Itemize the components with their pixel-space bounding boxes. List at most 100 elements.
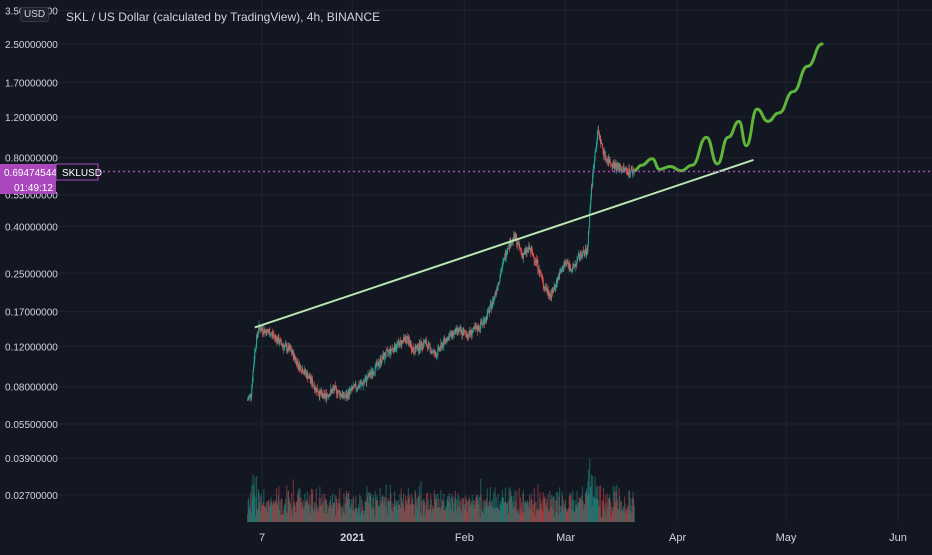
candle-body [314,389,316,391]
volume-bar [347,493,349,522]
volume-bar [453,503,455,522]
candle-body [474,326,476,329]
volume-bar [325,499,327,522]
volume-bar [251,484,253,522]
candle-body [325,392,327,396]
volume-bar [292,479,294,522]
y-tick-label: 0.40000000 [5,222,58,233]
volume-bar [491,507,493,522]
candle-body [250,396,252,397]
volume-bar [484,507,486,522]
volume-bar [524,500,526,522]
candle-body [456,327,458,332]
candle-body [323,393,325,395]
candle-body [453,331,455,335]
volume-bar [464,504,466,522]
y-axis[interactable]: 3.500000002.500000001.700000001.20000000… [5,7,58,502]
candle-body [608,158,610,164]
candle-body [584,252,586,254]
currency-badge[interactable]: USD [20,7,50,22]
candle-body [278,343,280,345]
volume-bar [428,510,430,522]
candle-body [319,389,321,393]
candle-body [425,341,427,346]
candle-body [600,143,602,145]
candle-body [289,347,291,350]
candle-body [577,255,579,258]
candle-body [351,386,353,389]
candle-body [478,328,480,331]
volume-bar [389,501,391,522]
volume-bar [336,502,338,522]
candle-body [316,388,318,393]
candle-body [606,158,607,160]
candle-body [396,343,398,349]
volume-bar [480,478,482,522]
volume-bar [619,501,621,522]
volume-bar [276,502,278,522]
candle-body [399,340,401,348]
candle-body [406,336,408,338]
volume-bar [474,504,476,522]
x-tick-label: 2021 [340,532,364,544]
candle-body [291,352,293,354]
candle-body [312,379,314,386]
volume-bar [579,498,581,522]
volume-bar [593,497,596,522]
candle-body [483,319,485,325]
candle-body [543,286,545,289]
volume-bar [425,493,428,522]
volume-bar [590,486,592,522]
volume-bar [376,495,378,522]
volume-bar [522,493,524,522]
candle-body [607,158,609,162]
volume-bar [394,499,396,522]
volume-bar [606,493,608,522]
candle-body [324,394,326,398]
volume-bar [392,512,394,522]
candle-body [327,395,329,397]
projection-path[interactable] [632,42,824,173]
volume-bar [385,484,387,522]
candle-body [292,350,294,359]
volume-bar [597,500,599,522]
volume-bar [478,504,480,522]
x-tick-label: Feb [455,532,474,544]
candle-body [345,394,347,398]
volume-bar [431,512,433,522]
x-axis[interactable]: 7 2021 Feb Mar Apr May Jun [259,532,907,544]
candle-body [375,363,377,365]
candle-body [528,245,530,250]
volume-bar [248,497,250,522]
candle-body [426,345,428,347]
volume-bar [390,493,392,522]
volume-bar [277,505,279,522]
volume-bar [340,507,342,522]
volume-bar [333,503,335,522]
volume-bar [353,511,355,522]
volume-bar [495,508,497,522]
candle-body [350,389,352,391]
candle-body [569,264,571,269]
candle-body [613,164,615,169]
candle-body [553,286,555,291]
candle-body [528,245,530,251]
volume-bar [596,485,599,522]
volume-bar [477,495,479,522]
volume-bar [613,506,615,522]
volume-bar [589,458,591,522]
volume-bar [333,502,335,522]
candle-body [368,372,370,377]
candle-body [329,393,331,397]
volume-bar [349,506,351,522]
candle-body [272,334,274,336]
volume-bar [395,505,397,522]
candle-body [390,347,392,351]
candle-body [430,347,432,353]
candle-body [363,382,365,384]
candle-body [417,344,419,351]
trendline[interactable] [254,159,754,329]
volume-bar [592,495,594,522]
